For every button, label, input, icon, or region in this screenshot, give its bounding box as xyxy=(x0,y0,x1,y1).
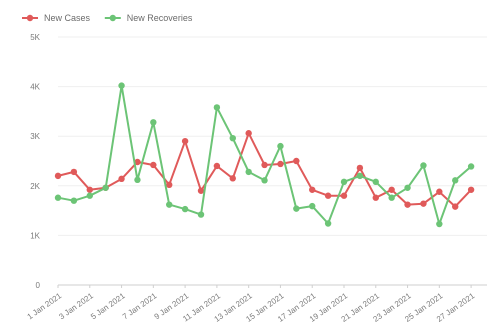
data-point-new-cases xyxy=(340,192,348,199)
data-point-new-recoveries xyxy=(324,220,332,227)
data-point-new-recoveries xyxy=(388,194,395,201)
y-tick-label: 0 xyxy=(36,281,41,290)
data-point-new-cases xyxy=(229,175,236,182)
data-point-new-recoveries xyxy=(54,194,62,201)
data-point-new-recoveries xyxy=(181,205,189,213)
data-point-new-recoveries xyxy=(452,177,459,184)
data-point-new-recoveries xyxy=(150,119,157,126)
data-point-new-recoveries xyxy=(245,168,252,176)
legend: New Cases New Recoveries xyxy=(22,13,193,23)
data-point-new-recoveries xyxy=(340,178,348,186)
y-tick-label: 4K xyxy=(30,83,40,92)
data-point-new-cases xyxy=(277,160,284,168)
data-point-new-cases xyxy=(388,186,395,193)
data-point-new-cases xyxy=(150,161,157,169)
data-point-new-cases xyxy=(309,186,316,193)
data-point-new-cases xyxy=(356,164,364,172)
data-point-new-recoveries xyxy=(134,176,141,184)
data-point-new-recoveries xyxy=(372,178,379,186)
data-point-new-recoveries xyxy=(70,197,78,204)
y-tick-label: 5K xyxy=(30,33,40,42)
data-point-new-recoveries xyxy=(229,134,236,142)
legend-label: New Recoveries xyxy=(127,13,193,23)
data-point-new-recoveries xyxy=(356,172,364,180)
data-point-new-cases xyxy=(245,130,252,137)
series xyxy=(54,82,475,228)
legend-item-new-cases[interactable]: New Cases xyxy=(22,13,91,23)
data-point-new-cases xyxy=(420,200,427,207)
data-point-new-cases xyxy=(197,187,205,194)
data-point-new-recoveries xyxy=(277,142,284,150)
y-tick-label: 3K xyxy=(30,132,40,141)
data-point-new-recoveries xyxy=(420,162,427,169)
data-point-new-cases xyxy=(54,172,62,180)
data-point-new-cases xyxy=(134,158,141,166)
data-point-new-cases xyxy=(261,161,268,169)
data-point-new-recoveries xyxy=(118,82,125,89)
legend-swatch-marker xyxy=(26,14,34,22)
series-line-new-cases xyxy=(57,132,472,208)
data-point-new-cases xyxy=(181,137,189,145)
x-tick-label: 5 Jan 2021 xyxy=(89,291,127,321)
data-point-new-cases xyxy=(293,157,300,165)
x-tick-label: 3 Jan 2021 xyxy=(57,291,95,321)
y-tick-label: 2K xyxy=(30,182,40,191)
data-point-new-recoveries xyxy=(467,163,475,170)
data-point-new-cases xyxy=(86,186,93,193)
data-point-new-cases xyxy=(166,181,173,189)
data-point-new-recoveries xyxy=(404,184,411,191)
data-point-new-cases xyxy=(372,194,379,201)
y-tick-label: 1K xyxy=(30,231,40,240)
legend-label: New Cases xyxy=(44,13,91,23)
data-point-new-cases xyxy=(70,168,78,176)
data-point-new-recoveries xyxy=(213,104,221,111)
data-point-new-recoveries xyxy=(197,211,205,218)
data-point-new-cases xyxy=(324,192,332,199)
legend-swatch-marker xyxy=(109,14,117,22)
data-point-new-recoveries xyxy=(86,192,93,199)
data-point-new-recoveries xyxy=(436,220,443,228)
data-point-new-cases xyxy=(404,201,411,208)
data-point-new-recoveries xyxy=(166,201,173,208)
data-point-new-recoveries xyxy=(293,205,300,212)
data-point-new-cases xyxy=(452,203,459,210)
data-point-new-recoveries xyxy=(261,177,268,184)
data-point-new-cases xyxy=(118,175,125,183)
data-point-new-recoveries xyxy=(102,184,109,191)
legend-item-new-recoveries[interactable]: New Recoveries xyxy=(104,13,193,23)
data-point-new-cases xyxy=(213,162,221,170)
data-point-new-cases xyxy=(436,188,443,195)
data-point-new-recoveries xyxy=(309,202,316,210)
x-tick-label: 7 Jan 2021 xyxy=(121,291,159,321)
data-point-new-cases xyxy=(467,186,475,193)
x-tick-label: 1 Jan 2021 xyxy=(26,291,64,321)
